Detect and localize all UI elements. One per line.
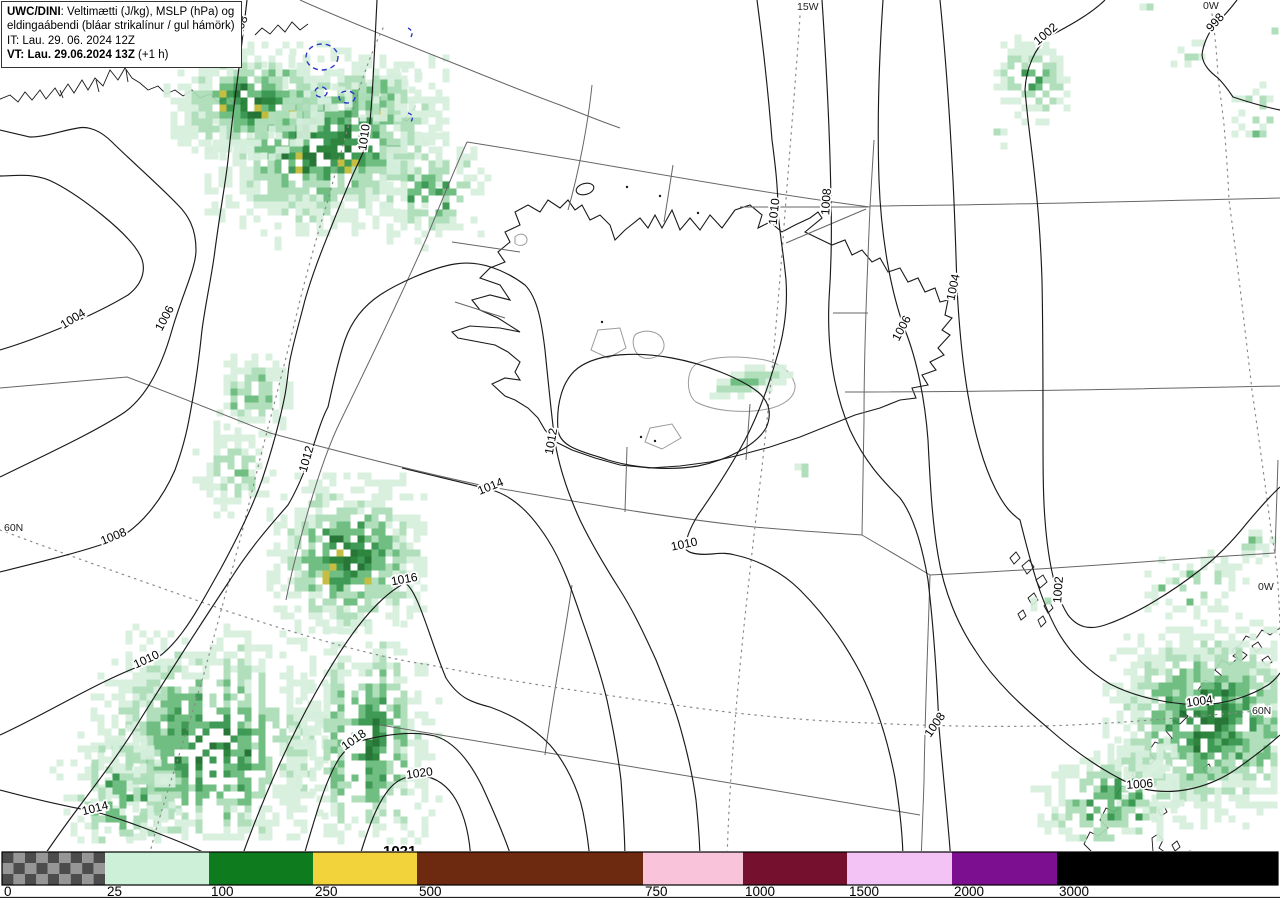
cape-colorbar: 0 25 100 250 500 750 1000 1500 2000 3000	[0, 851, 1280, 898]
colorbar-tick-label: 3000	[1059, 884, 1089, 898]
isobar-label: 1004	[943, 272, 962, 301]
graticule-label: 60N	[1252, 705, 1271, 717]
colorbar-tick-label: 250	[315, 884, 338, 898]
isobar-label: 1020	[405, 764, 434, 782]
isobar-label: 1006	[152, 303, 177, 333]
isobar-label: 1008	[818, 188, 834, 216]
legend-line-1: UWC/DINI: Veltimætti (J/kg), MSLP (hPa) …	[7, 6, 235, 18]
colorbar-tick-label: 2000	[954, 884, 984, 898]
isobar-label: 1014	[475, 475, 505, 498]
graticule-label: 0W	[1258, 581, 1274, 593]
forecast-legend: UWC/DINI: Veltimætti (J/kg), MSLP (hPa) …	[1, 1, 242, 68]
graticule-label: 0W	[1203, 0, 1219, 12]
isobar-label: 1010	[766, 197, 783, 225]
legend-line-3: IT: Lau. 29. 06. 2024 12Z	[7, 34, 135, 47]
lat-lon-graticule	[0, 13, 1280, 863]
cape-shading-layer	[49, 3, 1279, 845]
colorbar-tick-label: 25	[107, 884, 122, 898]
colorbar-tick-label: 100	[211, 884, 234, 898]
graticule-label: 60N	[4, 522, 23, 534]
colorbar-tick-label: 1000	[745, 884, 775, 898]
isobar-label: 1004	[58, 305, 88, 331]
iceland-coastline	[450, 199, 953, 469]
isobar-label: 1010	[670, 534, 699, 553]
colorbar-tick-label: 0	[4, 884, 12, 898]
colorbar-tick-label: 500	[419, 884, 442, 898]
mslp-isobars	[0, 0, 1280, 863]
graticule-label: 15W	[797, 1, 819, 13]
model-domain-lines	[0, 0, 1280, 863]
isobar-label: 1012	[542, 427, 560, 456]
isobar-label: 1006	[1126, 776, 1154, 792]
isobar-label: 1016	[390, 570, 419, 588]
isobar-label: 1004	[1185, 692, 1214, 710]
isobar-label: 1012	[296, 444, 317, 474]
isobar-label: 1008	[98, 525, 128, 548]
colorbar-tick-label: 750	[645, 884, 668, 898]
legend-line-4: VT: Lau. 29.06.2024 13Z (+1 h)	[7, 49, 169, 62]
isobar-label: 998	[1203, 10, 1227, 34]
colorbar-tick-label: 1500	[849, 884, 879, 898]
legend-line-2: eldingaábendi (bláar strikalínur / gul h…	[7, 20, 235, 33]
isobar-label: 1010	[355, 123, 373, 152]
isobar-label: 1002	[1050, 576, 1066, 604]
lightning-indication-dashes	[305, 27, 414, 123]
